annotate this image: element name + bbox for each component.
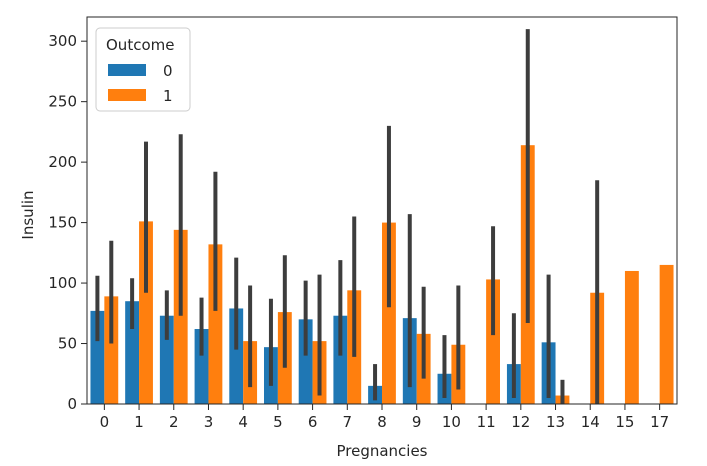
legend-title: Outcome xyxy=(106,36,174,54)
bar-outcome-1-pregnancies-3 xyxy=(208,244,223,404)
x-tick-label: 13 xyxy=(546,413,565,431)
bar-outcome-0-pregnancies-0 xyxy=(90,310,105,404)
bar-outcome-1-pregnancies-15 xyxy=(624,270,639,404)
legend-label-0: 0 xyxy=(163,62,173,80)
bar-outcome-0-pregnancies-4 xyxy=(229,308,244,404)
bar-outcome-0-pregnancies-2 xyxy=(159,315,174,404)
x-tick-label: 2 xyxy=(169,413,179,431)
bar-outcome-0-pregnancies-7 xyxy=(333,315,348,404)
y-tick-label: 0 xyxy=(67,395,77,413)
x-tick-label: 10 xyxy=(442,413,461,431)
x-tick-label: 5 xyxy=(273,413,283,431)
x-tick-label: 1 xyxy=(134,413,144,431)
x-tick-label: 9 xyxy=(412,413,422,431)
bar-outcome-1-pregnancies-11 xyxy=(486,279,500,404)
bar-outcome-1-pregnancies-2 xyxy=(173,229,188,404)
x-tick-label: 3 xyxy=(204,413,214,431)
bar-outcome-0-pregnancies-1 xyxy=(125,301,140,404)
x-tick-label: 7 xyxy=(343,413,353,431)
x-tick-label: 0 xyxy=(100,413,110,431)
x-tick-label: 11 xyxy=(477,413,496,431)
x-tick-label: 15 xyxy=(615,413,634,431)
y-tick-label: 300 xyxy=(48,32,77,50)
x-tick-label: 12 xyxy=(511,413,530,431)
bar-outcome-0-pregnancies-3 xyxy=(194,329,209,404)
legend-swatch-0 xyxy=(108,64,146,76)
error-bars-layer xyxy=(95,29,600,404)
y-axis-title: Insulin xyxy=(19,190,37,239)
legend: Outcome 0 1 xyxy=(95,27,191,112)
y-axis: 0 50 100 150 200 250 300 xyxy=(48,32,87,413)
x-tick-label: 17 xyxy=(650,413,669,431)
x-axis-title: Pregnancies xyxy=(336,442,427,460)
bar-outcome-1-pregnancies-0 xyxy=(104,296,119,404)
y-tick-label: 200 xyxy=(48,153,77,171)
bar-outcome-1-pregnancies-1 xyxy=(139,221,153,404)
y-tick-label: 50 xyxy=(58,335,77,353)
x-tick-label: 14 xyxy=(581,413,600,431)
y-tick-label: 150 xyxy=(48,214,77,232)
legend-label-1: 1 xyxy=(163,87,173,105)
bar-outcome-1-pregnancies-8 xyxy=(382,222,396,404)
bars-layer xyxy=(90,145,674,404)
y-tick-label: 250 xyxy=(48,93,77,111)
x-tick-label: 6 xyxy=(308,413,318,431)
bar-outcome-0-pregnancies-6 xyxy=(298,319,313,404)
legend-swatch-1 xyxy=(108,89,146,101)
x-axis: 0 1 2 3 4 5 6 7 8 9 10 11 12 13 14 15 17 xyxy=(100,404,669,431)
x-tick-label: 8 xyxy=(377,413,387,431)
bar-outcome-1-pregnancies-17 xyxy=(659,264,674,404)
y-tick-label: 100 xyxy=(48,274,77,292)
x-tick-label: 4 xyxy=(238,413,248,431)
